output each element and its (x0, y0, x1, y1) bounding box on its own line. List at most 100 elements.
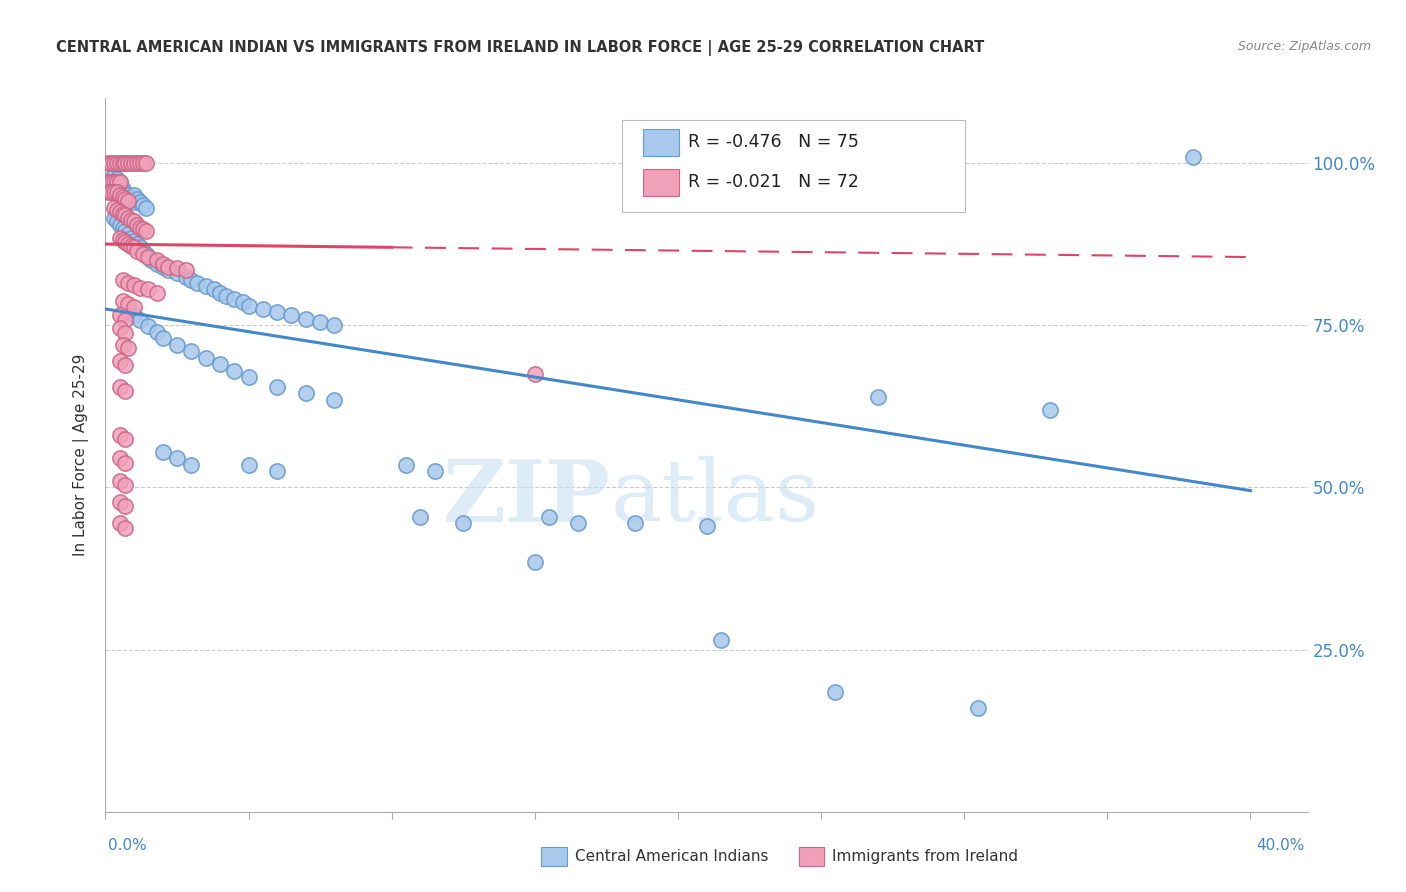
Point (108, 188, 131, 202)
Point (114, 208, 136, 222)
Point (567, 516, 589, 530)
Point (114, 235, 136, 249)
Point (117, 227, 139, 242)
Point (138, 250, 160, 264)
Point (295, 311, 318, 326)
Point (122, 309, 145, 323)
Point (824, 684, 846, 698)
Point (120, 192, 142, 206)
Text: ZIP: ZIP (443, 456, 610, 540)
Point (146, 325, 169, 339)
Point (114, 456, 136, 470)
Point (152, 331, 174, 345)
Point (174, 269, 197, 284)
Point (111, 337, 134, 351)
Point (114, 313, 136, 327)
Point (146, 285, 169, 300)
Point (131, 222, 153, 236)
Point (108, 218, 131, 232)
Bar (643, 128, 679, 155)
Point (710, 632, 733, 647)
Point (117, 237, 139, 252)
Point (111, 185, 134, 199)
Point (138, 283, 160, 297)
Point (967, 701, 990, 715)
Point (117, 297, 139, 311)
Point (97, 156, 120, 170)
Point (120, 156, 142, 170)
Point (114, 478, 136, 492)
Point (103, 182, 125, 196)
Point (135, 156, 157, 170)
Point (252, 301, 274, 316)
Point (138, 250, 160, 264)
FancyBboxPatch shape (623, 120, 965, 212)
Point (138, 319, 160, 334)
Point (128, 313, 150, 327)
Point (105, 182, 128, 196)
Point (111, 233, 134, 247)
Text: Immigrants from Ireland: Immigrants from Ireland (832, 849, 1018, 863)
Text: Central American Indians: Central American Indians (575, 849, 769, 863)
Point (696, 519, 718, 533)
Point (152, 444, 174, 458)
Point (180, 458, 202, 472)
Point (186, 276, 208, 290)
Point (108, 516, 131, 530)
Point (131, 244, 153, 258)
Point (111, 293, 134, 308)
Point (100, 156, 122, 170)
Point (111, 156, 134, 170)
Point (409, 509, 432, 524)
Point (108, 451, 131, 466)
Point (146, 256, 169, 270)
Point (120, 239, 142, 253)
Point (180, 344, 202, 359)
Text: CENTRAL AMERICAN INDIAN VS IMMIGRANTS FROM IRELAND IN LABOR FORCE | AGE 25-29 CO: CENTRAL AMERICAN INDIAN VS IMMIGRANTS FR… (56, 40, 984, 56)
Point (108, 474, 131, 488)
Point (111, 206, 134, 220)
Point (128, 194, 150, 209)
Point (117, 188, 139, 202)
Point (538, 509, 561, 524)
Point (323, 392, 346, 407)
Point (266, 380, 288, 394)
Point (108, 185, 131, 199)
Point (108, 230, 131, 244)
Point (266, 464, 288, 478)
Point (208, 285, 231, 300)
Y-axis label: In Labor Force | Age 25-29: In Labor Force | Age 25-29 (73, 354, 90, 556)
Point (108, 494, 131, 508)
Point (117, 341, 139, 355)
Point (131, 156, 153, 170)
Point (122, 156, 145, 170)
Point (114, 188, 136, 202)
Point (117, 211, 139, 226)
Point (152, 256, 174, 270)
Point (114, 156, 136, 170)
Point (194, 351, 217, 365)
Point (624, 516, 647, 530)
Text: 40.0%: 40.0% (1257, 838, 1305, 853)
Point (174, 263, 197, 277)
Point (194, 279, 217, 293)
Bar (643, 169, 679, 196)
Point (128, 156, 150, 170)
Point (224, 292, 246, 306)
Point (114, 499, 136, 513)
Point (120, 230, 142, 244)
Point (166, 261, 188, 276)
Point (523, 555, 546, 569)
Point (157, 263, 180, 277)
Point (122, 240, 145, 254)
Point (135, 247, 157, 261)
Point (280, 309, 302, 323)
Point (131, 198, 153, 212)
Point (295, 386, 318, 401)
Point (114, 326, 136, 340)
Point (266, 305, 288, 319)
Point (122, 234, 145, 248)
Point (111, 220, 134, 235)
Point (114, 192, 136, 206)
Point (105, 172, 128, 186)
